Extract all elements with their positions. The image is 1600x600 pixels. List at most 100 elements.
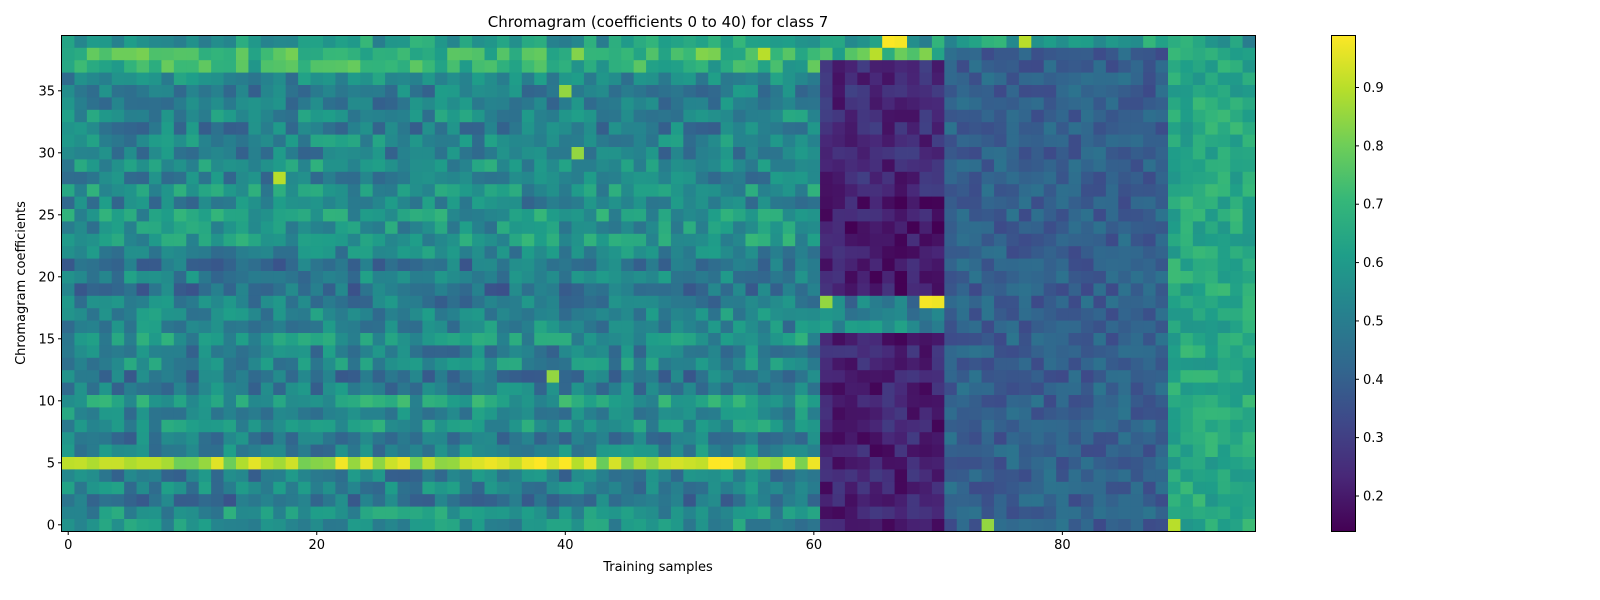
heatmap-cell xyxy=(372,481,386,495)
x-tick-label: 60 xyxy=(806,538,823,553)
heatmap-cell xyxy=(1031,171,1045,185)
heatmap-cell xyxy=(397,245,411,259)
heatmap-cell xyxy=(994,493,1007,507)
heatmap-cell xyxy=(944,369,958,383)
heatmap-cell xyxy=(1081,84,1094,98)
heatmap-cell xyxy=(1118,97,1132,110)
heatmap-cell xyxy=(534,419,548,433)
heatmap-cell xyxy=(969,493,983,507)
heatmap-cell xyxy=(882,283,896,296)
heatmap-cell xyxy=(944,270,958,284)
heatmap-cell xyxy=(795,183,809,197)
heatmap-cell xyxy=(86,258,100,271)
heatmap-cell xyxy=(596,221,610,234)
heatmap-cell xyxy=(583,221,597,234)
heatmap-cell xyxy=(372,196,386,209)
heatmap-cell xyxy=(969,270,983,284)
heatmap-cell xyxy=(161,59,175,73)
heatmap-cell xyxy=(1031,233,1045,247)
heatmap-cell xyxy=(136,35,150,48)
heatmap-cell xyxy=(148,35,162,48)
heatmap-cell xyxy=(1118,506,1132,519)
heatmap-cell xyxy=(981,35,995,48)
heatmap-cell xyxy=(708,121,722,135)
heatmap-cell xyxy=(198,146,212,160)
heatmap-cell xyxy=(869,59,883,73)
heatmap-cell xyxy=(422,419,436,433)
heatmap-cell xyxy=(633,493,647,507)
heatmap-cell xyxy=(869,320,883,333)
heatmap-cell xyxy=(1168,146,1181,160)
heatmap-cell xyxy=(621,258,635,271)
heatmap-cell xyxy=(646,345,659,358)
heatmap-cell xyxy=(422,456,436,470)
heatmap-cell xyxy=(285,159,299,172)
heatmap-cell xyxy=(894,469,908,482)
heatmap-cell xyxy=(931,456,945,470)
heatmap-cell xyxy=(931,419,945,433)
heatmap-cell xyxy=(260,183,274,197)
heatmap-cell xyxy=(211,84,224,98)
heatmap-cell xyxy=(248,208,262,222)
heatmap-cell xyxy=(757,221,771,234)
heatmap-cell xyxy=(820,481,833,495)
heatmap-cell xyxy=(62,109,75,123)
heatmap-cell xyxy=(1192,456,1206,470)
heatmap-cell xyxy=(770,146,784,160)
heatmap-cell xyxy=(894,320,908,333)
heatmap-cell xyxy=(795,407,809,420)
heatmap-cell xyxy=(621,245,635,259)
heatmap-cell xyxy=(472,431,485,445)
heatmap-cell xyxy=(596,59,610,73)
heatmap-cell xyxy=(1242,258,1256,271)
heatmap-cell xyxy=(509,121,523,135)
heatmap-cell xyxy=(670,283,684,296)
heatmap-cell xyxy=(1093,171,1107,185)
heatmap-cell xyxy=(931,159,945,172)
heatmap-cell xyxy=(1068,196,1082,209)
heatmap-cell xyxy=(857,258,871,271)
heatmap-cell xyxy=(944,221,958,234)
heatmap-cell xyxy=(273,258,287,271)
heatmap-cell xyxy=(1068,233,1082,247)
heatmap-cell xyxy=(882,270,896,284)
heatmap-cell xyxy=(173,121,187,135)
heatmap-cell xyxy=(683,407,697,420)
heatmap-cell xyxy=(795,332,809,346)
heatmap-cell xyxy=(347,444,361,457)
heatmap-cell xyxy=(186,221,200,234)
heatmap-cell xyxy=(484,258,498,271)
heatmap-cell xyxy=(235,183,249,197)
heatmap-cell xyxy=(459,221,473,234)
heatmap-cell xyxy=(1118,84,1132,98)
heatmap-cell xyxy=(1081,121,1094,135)
heatmap-cell xyxy=(472,283,485,296)
heatmap-cell xyxy=(1130,444,1144,457)
heatmap-cell xyxy=(484,183,498,197)
heatmap-cell xyxy=(434,419,448,433)
heatmap-cell xyxy=(670,469,684,482)
heatmap-cell xyxy=(733,283,746,296)
heatmap-cell xyxy=(273,295,287,309)
heatmap-cell xyxy=(173,171,187,185)
heatmap-cell xyxy=(969,171,983,185)
heatmap-cell xyxy=(1018,493,1032,507)
heatmap-cell xyxy=(670,444,684,457)
heatmap-cell xyxy=(298,369,311,383)
heatmap-cell xyxy=(285,394,299,408)
heatmap-cell xyxy=(745,332,759,346)
heatmap-cell xyxy=(633,47,647,61)
heatmap-cell xyxy=(708,493,722,507)
heatmap-cell xyxy=(161,283,175,296)
heatmap-cell xyxy=(360,233,374,247)
heatmap-cell xyxy=(708,245,722,259)
heatmap-cell xyxy=(1081,369,1094,383)
heatmap-cell xyxy=(397,196,411,209)
heatmap-cell xyxy=(695,171,709,185)
heatmap-cell xyxy=(1180,171,1194,185)
heatmap-cell xyxy=(981,332,995,346)
heatmap-cell xyxy=(844,121,858,135)
heatmap-cell xyxy=(1143,345,1156,358)
heatmap-cell xyxy=(148,419,162,433)
heatmap-cell xyxy=(683,469,697,482)
